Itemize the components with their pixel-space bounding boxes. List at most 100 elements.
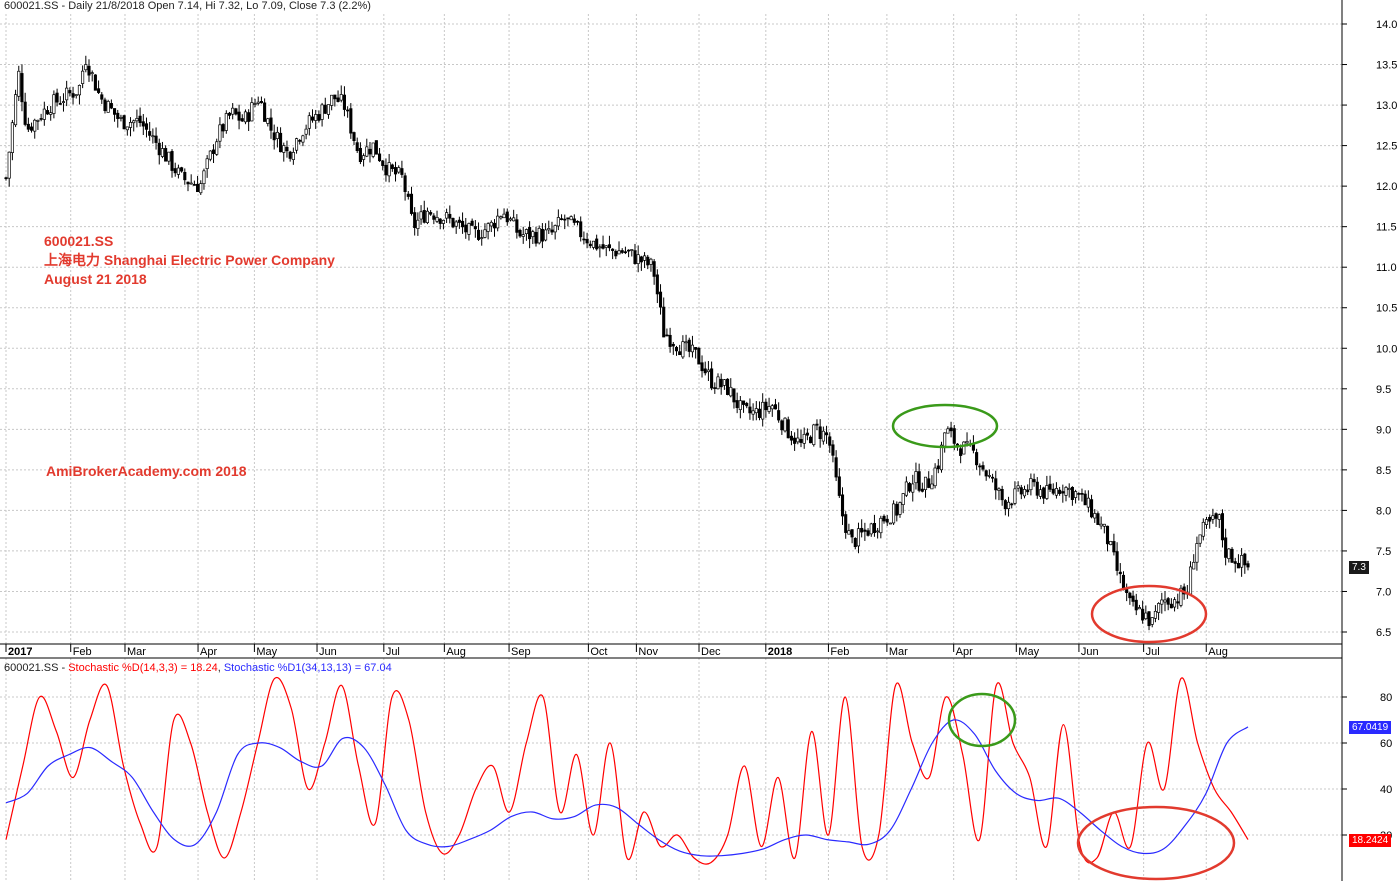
candle-body — [310, 116, 315, 121]
candle-body — [627, 249, 631, 252]
candle-body — [419, 211, 423, 220]
candle-body — [68, 90, 72, 94]
candle-body — [751, 410, 755, 415]
candle-body — [633, 250, 637, 264]
candle-body — [467, 223, 471, 235]
candle-body — [435, 217, 439, 222]
x-tick-label: Jul — [1146, 646, 1160, 658]
candle-body — [662, 306, 666, 338]
candle-body — [1042, 487, 1046, 499]
candle-body — [1090, 499, 1094, 518]
candle-body — [1058, 489, 1062, 494]
candle-body — [1128, 592, 1132, 599]
candle-body — [946, 428, 950, 434]
candle-body — [655, 274, 659, 295]
candle-body — [866, 530, 870, 536]
candle-body — [1064, 487, 1068, 496]
candle-body — [856, 528, 861, 547]
candle-body — [29, 126, 34, 131]
candle-body — [1102, 523, 1106, 527]
candle-body — [547, 228, 551, 231]
candle-body — [965, 440, 969, 444]
y-tick-label: 60 — [1380, 738, 1392, 750]
candle-body — [58, 103, 62, 105]
candle-body — [317, 114, 321, 121]
candle-body — [221, 124, 225, 132]
candle-body — [1000, 489, 1004, 501]
candle-body — [508, 218, 513, 221]
candle-body — [713, 387, 717, 389]
candle-body — [687, 339, 691, 352]
y-tick-label: 11.5 — [1376, 222, 1397, 234]
x-axis: 2017 Feb Mar Apr May Jun Jul Aug Sep Oct Nov Dec 201… — [5, 644, 1228, 658]
candle-body — [595, 238, 599, 250]
last-price-tag: 7.3 — [1349, 561, 1369, 574]
candle-body — [882, 515, 886, 522]
candle-body — [550, 229, 554, 233]
candle-body — [620, 250, 624, 253]
candle-body — [279, 132, 283, 153]
candle-body — [342, 94, 346, 110]
candle-body — [604, 245, 608, 248]
y-tick-label: 7.0 — [1376, 586, 1391, 598]
candle-body — [196, 183, 200, 193]
x-tick-label: Jun — [1081, 646, 1099, 658]
candle-body — [716, 376, 720, 390]
candle-body — [390, 164, 394, 170]
candle-body — [853, 538, 857, 548]
candle-body — [90, 72, 94, 75]
candle-body — [71, 93, 75, 98]
candle-body — [416, 219, 420, 229]
y-tick-label: 8.0 — [1376, 505, 1391, 517]
candle-body — [333, 94, 337, 100]
candle-body — [116, 112, 120, 119]
candle-body — [33, 119, 37, 132]
candle-body — [492, 222, 497, 229]
candle-body — [247, 112, 251, 122]
y-tick-label: 80 — [1380, 692, 1392, 704]
candle-body — [863, 529, 867, 532]
candle-body — [1105, 525, 1110, 545]
candle-body — [10, 122, 14, 153]
candle-body — [1051, 488, 1055, 494]
candle-body — [480, 237, 484, 239]
candle-body — [409, 193, 414, 214]
candle-body — [256, 101, 260, 104]
watermark-annotation: AmiBrokerAcademy.com 2018 — [46, 463, 247, 479]
y-tick-label: 9.5 — [1376, 384, 1391, 396]
candle-body — [658, 291, 663, 308]
candle-body — [275, 131, 279, 139]
candle-body — [1077, 493, 1081, 495]
candle-body — [23, 101, 27, 125]
candle-body — [710, 368, 714, 389]
candle-body — [652, 261, 656, 277]
x-tick-label: Mar — [127, 646, 146, 658]
candle-body — [288, 151, 292, 159]
candle-body — [991, 476, 995, 479]
candle-body — [269, 117, 273, 131]
candle-body — [815, 423, 819, 426]
candle-body — [464, 224, 468, 233]
stoch-d-value-tag: 67.0419 — [1349, 721, 1392, 734]
candle-body — [588, 243, 592, 247]
stoch-prefix: 600021.SS - — [4, 662, 69, 674]
candle-body — [151, 135, 155, 138]
candle-body — [199, 183, 203, 194]
candle-body — [959, 448, 963, 456]
candle-body — [518, 229, 522, 237]
candle-body — [754, 408, 758, 414]
candle-body — [432, 215, 436, 220]
candle-body — [20, 73, 24, 103]
price-candles — [4, 55, 1250, 631]
candle-body — [665, 334, 669, 337]
candle-body — [141, 121, 145, 127]
candle-body — [566, 217, 570, 220]
x-tick-label: Nov — [638, 646, 658, 658]
candle-body — [39, 118, 43, 120]
candle-body — [745, 402, 749, 407]
candle-body — [531, 231, 535, 238]
candle-body — [192, 184, 196, 186]
candle-body — [802, 433, 806, 444]
